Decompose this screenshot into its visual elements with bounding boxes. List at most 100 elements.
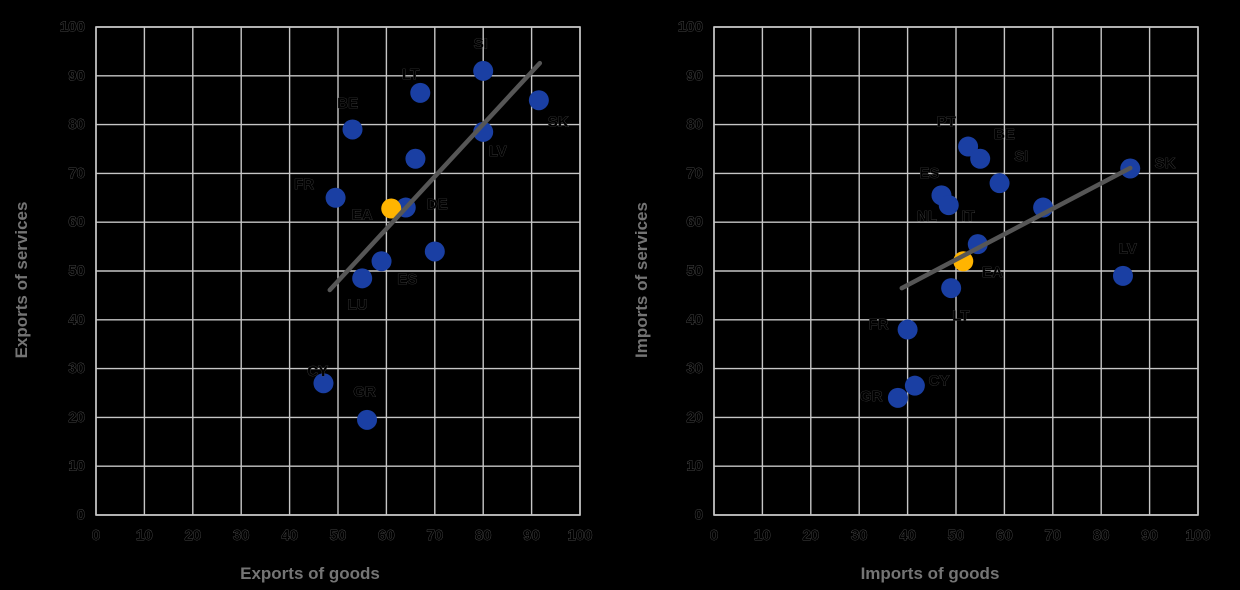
data-point-FR bbox=[897, 319, 918, 340]
point-label-GR: GR bbox=[860, 388, 883, 405]
data-point-SK bbox=[528, 90, 549, 111]
x-tick-label: 30 bbox=[233, 527, 250, 544]
data-point-NL bbox=[938, 195, 959, 216]
y-tick-label: 0 bbox=[695, 507, 703, 524]
y-tick-label: 10 bbox=[68, 458, 85, 475]
x-tick-label: 20 bbox=[802, 527, 819, 544]
point-label-FR: FR bbox=[294, 176, 314, 193]
point-label-BE: BE bbox=[337, 95, 358, 112]
data-point-BE bbox=[970, 148, 991, 169]
data-point-FR bbox=[325, 187, 346, 208]
point-label-CY: CY bbox=[929, 372, 950, 389]
y-tick-label: 60 bbox=[686, 214, 703, 231]
point-label-ES: ES bbox=[919, 165, 939, 182]
y-tick-label: 90 bbox=[68, 67, 85, 84]
data-point-LT bbox=[410, 82, 431, 103]
y-tick-label: 70 bbox=[686, 165, 703, 182]
y-tick-label: 100 bbox=[60, 19, 85, 36]
point-label-LT: LT bbox=[952, 307, 969, 324]
plot-border bbox=[95, 26, 581, 516]
data-point-PT bbox=[958, 136, 979, 157]
point-label-SI: SI bbox=[474, 36, 488, 53]
point-label-FR: FR bbox=[869, 316, 889, 333]
x-tick-label: 40 bbox=[281, 527, 298, 544]
y-tick-label: 0 bbox=[77, 507, 85, 524]
point-label-SK: SK bbox=[1155, 155, 1176, 172]
y-tick-label: 60 bbox=[68, 214, 85, 231]
data-point-SI bbox=[473, 60, 494, 81]
y-tick-label: 40 bbox=[686, 311, 703, 328]
data-point bbox=[424, 241, 445, 262]
point-label-DE: DE bbox=[427, 196, 448, 213]
y-tick-label: 20 bbox=[686, 409, 703, 426]
y-tick-label: 30 bbox=[686, 360, 703, 377]
x-tick-label: 60 bbox=[996, 527, 1013, 544]
imports-chart: 0 10 20 30 40 50 60 70 80 90 100 0 10 20 30 40 50 60 70 80 9… bbox=[678, 18, 1211, 544]
ea-point bbox=[381, 198, 402, 219]
point-label-LT: LT bbox=[402, 66, 419, 83]
y-tick-label: 90 bbox=[686, 67, 703, 84]
x-tick-label: 90 bbox=[523, 527, 540, 544]
data-point-GR bbox=[357, 409, 378, 430]
y-tick-label: 20 bbox=[68, 409, 85, 426]
point-label-PT: PT bbox=[937, 114, 956, 131]
point-label-ES: ES bbox=[397, 271, 417, 288]
y-tick-label: 80 bbox=[68, 116, 85, 133]
y-tick-label: 30 bbox=[68, 360, 85, 377]
y-tick-label: 40 bbox=[68, 311, 85, 328]
data-point-ES bbox=[371, 251, 392, 272]
point-label-NL: NL bbox=[917, 208, 937, 225]
point-label-IT: IT bbox=[961, 208, 974, 225]
point-label-CY: CY bbox=[307, 363, 328, 380]
exports-chart: 0 10 20 30 40 50 60 70 80 90 100 0 10 20 30 40 50 60 70 80 9… bbox=[60, 18, 593, 544]
y-tick-label: 10 bbox=[686, 458, 703, 475]
trend-line bbox=[327, 60, 543, 293]
x-tick-label: 100 bbox=[1185, 527, 1210, 544]
point-label-LU: LU bbox=[347, 297, 367, 314]
data-point-CY bbox=[904, 375, 925, 396]
plot-border bbox=[713, 26, 1199, 516]
x-tick-label: 10 bbox=[136, 527, 153, 544]
data-point-LU bbox=[352, 268, 373, 289]
y-tick-label: 80 bbox=[686, 116, 703, 133]
x-tick-label: 80 bbox=[1093, 527, 1110, 544]
data-point-CY bbox=[313, 373, 334, 394]
ea-point-label: EA bbox=[352, 206, 373, 223]
point-label-SI: SI bbox=[1014, 148, 1028, 165]
data-point-LV bbox=[1112, 265, 1133, 286]
data-point bbox=[405, 148, 426, 169]
point-label-GR: GR bbox=[353, 384, 376, 401]
x-tick-label: 50 bbox=[330, 527, 347, 544]
x-tick-label: 30 bbox=[851, 527, 868, 544]
y-axis-title-imports: Imports of services bbox=[632, 202, 651, 358]
x-tick-label: 70 bbox=[1044, 527, 1061, 544]
point-label-LV: LV bbox=[489, 143, 507, 160]
x-tick-label: 40 bbox=[899, 527, 916, 544]
data-point-BE bbox=[342, 119, 363, 140]
x-tick-label: 100 bbox=[567, 527, 592, 544]
point-label-BE: BE bbox=[994, 126, 1015, 143]
ea-point-label: EA bbox=[982, 264, 1003, 281]
x-axis-title-imports: Imports of goods bbox=[861, 564, 1000, 583]
x-tick-label: 20 bbox=[184, 527, 201, 544]
y-tick-label: 70 bbox=[68, 165, 85, 182]
x-tick-label: 0 bbox=[92, 527, 100, 544]
y-tick-label: 50 bbox=[68, 263, 85, 280]
point-label-LV: LV bbox=[1119, 241, 1137, 258]
x-tick-label: 0 bbox=[710, 527, 718, 544]
data-point-GR bbox=[887, 387, 908, 408]
data-point-LT bbox=[941, 278, 962, 299]
trend-line bbox=[899, 165, 1133, 291]
y-tick-label: 50 bbox=[686, 263, 703, 280]
y-tick-label: 100 bbox=[678, 19, 703, 36]
y-axis-title-exports: Exports of services bbox=[12, 202, 31, 359]
point-label-SK: SK bbox=[548, 114, 569, 131]
x-tick-label: 90 bbox=[1141, 527, 1158, 544]
x-tick-label: 50 bbox=[948, 527, 965, 544]
x-tick-label: 80 bbox=[475, 527, 492, 544]
x-tick-label: 10 bbox=[754, 527, 771, 544]
x-axis-title-exports: Exports of goods bbox=[240, 564, 380, 583]
x-tick-label: 70 bbox=[426, 527, 443, 544]
